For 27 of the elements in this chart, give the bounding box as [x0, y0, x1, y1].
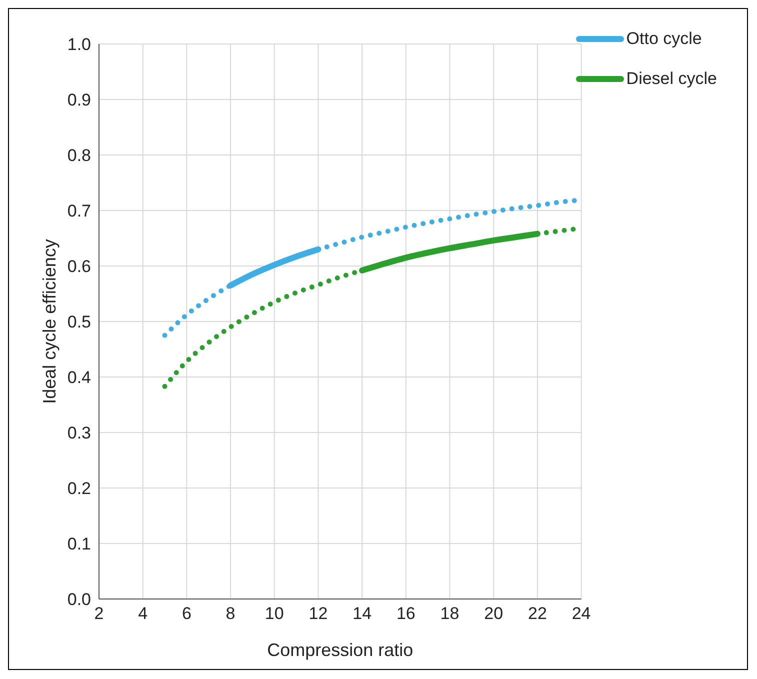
- x-tick-label: 16: [396, 604, 416, 624]
- y-tick-label: 0.9: [67, 90, 91, 110]
- y-tick-label: 0.4: [67, 368, 91, 388]
- y-axis-title: Ideal cycle efficiency: [39, 239, 60, 404]
- legend-label: Diesel cycle: [626, 69, 717, 89]
- x-tick-label: 4: [138, 604, 148, 624]
- x-tick-label: 24: [572, 604, 591, 624]
- y-tick-label: 0.2: [67, 479, 91, 498]
- legend-label: Otto cycle: [626, 29, 702, 49]
- x-axis-title: Compression ratio: [267, 640, 414, 660]
- y-tick-label: 0.0: [67, 590, 91, 610]
- y-tick-label: 0.6: [67, 257, 91, 276]
- x-tick-label: 10: [264, 604, 284, 624]
- y-tick-label: 0.3: [67, 424, 91, 443]
- x-tick-label: 22: [528, 604, 547, 624]
- y-tick-label: 0.8: [67, 146, 91, 166]
- y-tick-label: 0.1: [67, 534, 91, 554]
- x-tick-label: 14: [352, 604, 372, 624]
- x-tick-label: 8: [226, 604, 236, 624]
- x-tick-label: 2: [94, 604, 104, 624]
- y-tick-label: 0.7: [67, 202, 91, 221]
- x-tick-label: 20: [484, 604, 504, 624]
- y-tick-label: 0.5: [67, 312, 91, 332]
- x-tick-label: 12: [308, 604, 328, 624]
- x-tick-label: 18: [440, 604, 460, 624]
- x-tick-label: 6: [182, 604, 192, 624]
- y-tick-label: 1.0: [67, 35, 91, 54]
